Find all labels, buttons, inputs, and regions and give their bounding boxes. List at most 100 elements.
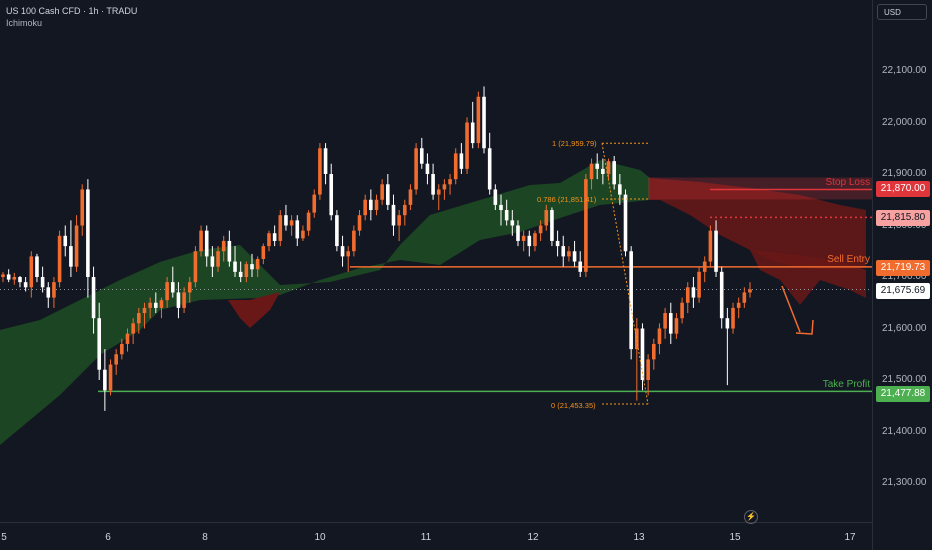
candle-body bbox=[1, 274, 5, 277]
candle-body bbox=[391, 204, 396, 226]
stop-zone bbox=[648, 177, 872, 200]
candle-body bbox=[708, 230, 713, 262]
candle-body bbox=[216, 251, 220, 267]
candle-body bbox=[301, 230, 305, 239]
candle-body bbox=[646, 359, 650, 380]
candle-body bbox=[719, 271, 724, 319]
candle-body bbox=[153, 302, 158, 308]
candle-body bbox=[233, 261, 237, 272]
candle-body bbox=[284, 215, 288, 226]
x-tick-label: 17 bbox=[844, 532, 856, 543]
candle-body bbox=[374, 199, 379, 211]
candle-body bbox=[550, 210, 554, 241]
candle-body bbox=[46, 287, 51, 298]
candle-body bbox=[52, 282, 56, 298]
candle-body bbox=[538, 225, 543, 234]
currency-button[interactable]: USD bbox=[877, 4, 927, 20]
candle-body bbox=[425, 163, 430, 174]
candle-body bbox=[295, 220, 300, 239]
candle-body bbox=[561, 246, 566, 257]
candle-body bbox=[170, 282, 175, 293]
y-tick-label: 22,000.00 bbox=[882, 116, 927, 128]
candle-body bbox=[312, 194, 317, 213]
candle-body bbox=[612, 161, 616, 185]
candle-body bbox=[397, 215, 401, 226]
candle-body bbox=[204, 230, 209, 257]
cloud-bear bbox=[650, 178, 866, 270]
x-tick-label: 5 bbox=[1, 532, 7, 543]
candle-body bbox=[40, 277, 45, 288]
candle-body bbox=[589, 163, 594, 180]
candle-body bbox=[623, 194, 628, 252]
candle-body bbox=[57, 235, 62, 283]
arrow-shaft bbox=[781, 285, 801, 333]
arrow-head bbox=[795, 319, 814, 335]
candle-body bbox=[80, 189, 85, 226]
y-tick-label: 21,300.00 bbox=[882, 477, 927, 488]
candle-body bbox=[731, 307, 735, 329]
candle-body bbox=[748, 289, 752, 293]
stop-loss-label: Stop Loss bbox=[825, 177, 870, 188]
indicator-label[interactable]: Ichimoku bbox=[6, 18, 43, 28]
candle-body bbox=[199, 230, 203, 252]
x-tick-label: 10 bbox=[314, 532, 326, 543]
candle-body bbox=[193, 251, 198, 283]
candle-body bbox=[289, 220, 294, 226]
candle-body bbox=[510, 220, 515, 226]
candle-body bbox=[278, 215, 283, 241]
candle-body bbox=[335, 215, 339, 247]
lightning-icon[interactable]: ⚡ bbox=[744, 510, 758, 524]
candle-body bbox=[618, 184, 622, 195]
candle-body bbox=[697, 271, 701, 298]
candle-body bbox=[521, 235, 526, 241]
candle-body bbox=[685, 287, 690, 303]
candle-body bbox=[176, 292, 181, 308]
candle-body bbox=[414, 148, 418, 190]
candle-body bbox=[131, 323, 135, 334]
candle-body bbox=[120, 343, 124, 355]
candle-body bbox=[453, 153, 458, 180]
candle-body bbox=[69, 246, 73, 267]
fib-label-786: 0.786 (21,851.41) bbox=[537, 195, 597, 204]
candle-body bbox=[584, 179, 588, 272]
candle-body bbox=[329, 174, 334, 216]
candle-body bbox=[369, 199, 373, 211]
candle-body bbox=[340, 246, 345, 257]
x-tick-label: 11 bbox=[420, 532, 432, 543]
symbol-title[interactable]: US 100 Cash CFD · 1h · TRADU bbox=[6, 6, 138, 16]
candle-body bbox=[544, 210, 549, 226]
candle-body bbox=[606, 161, 611, 174]
candle-body bbox=[702, 261, 707, 272]
candle-body bbox=[567, 251, 571, 257]
projection-arrow bbox=[781, 285, 814, 335]
candle-body bbox=[346, 251, 351, 257]
candle-body bbox=[261, 246, 266, 259]
candle-body bbox=[493, 189, 498, 205]
candle-body bbox=[267, 233, 271, 247]
candle-body bbox=[442, 184, 447, 190]
candle-body bbox=[651, 343, 656, 360]
y-tick-label: 21,600.00 bbox=[882, 322, 927, 334]
candle-body bbox=[29, 256, 34, 288]
fibonacci-tool[interactable] bbox=[601, 142, 649, 405]
candle-body bbox=[23, 282, 28, 288]
candle-body bbox=[640, 328, 645, 380]
chart-legend: US 100 Cash CFD · 1h · TRADU Ichimoku bbox=[6, 5, 137, 29]
stop-loss-price-tag: 21,870.00 bbox=[876, 181, 930, 197]
take-profit-price-tag: 21,477.88 bbox=[876, 386, 930, 402]
x-tick-label: 6 bbox=[105, 532, 111, 543]
candle-body bbox=[674, 318, 679, 334]
candle-body bbox=[238, 271, 243, 277]
candle-body bbox=[482, 96, 486, 149]
fib-label-top: 1 (21,959.79) bbox=[552, 139, 597, 148]
candle-body bbox=[516, 225, 520, 241]
candle-body bbox=[657, 328, 662, 344]
x-tick-label: 12 bbox=[527, 532, 539, 543]
candle-body bbox=[408, 189, 413, 205]
candle-body bbox=[402, 204, 407, 216]
candle-body bbox=[680, 302, 684, 319]
candle-body bbox=[555, 240, 560, 247]
candle-body bbox=[221, 240, 226, 252]
candle-body bbox=[635, 328, 639, 350]
